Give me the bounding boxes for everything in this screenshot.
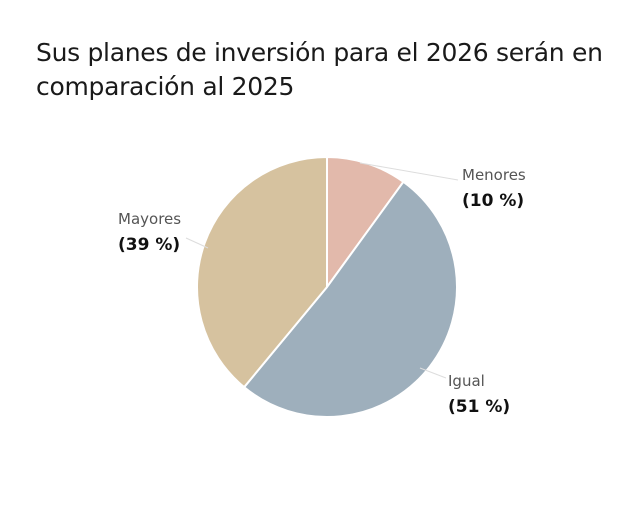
slice-value-label: (51 %)	[448, 397, 510, 417]
leader-line	[359, 162, 459, 181]
chart-title: Sus planes de inversión para el 2026 ser…	[36, 38, 603, 101]
leader-line	[419, 367, 447, 379]
slice-label: Igual	[448, 372, 485, 390]
pie-slice-mayores	[196, 155, 328, 389]
pie-slice-menores	[326, 155, 405, 291]
slice-value-label: (10 %)	[462, 191, 524, 211]
slice-value-label: (39 %)	[118, 235, 180, 255]
slice-label: Menores	[462, 166, 526, 184]
pie-slice-igual	[242, 180, 458, 418]
slice-label: Mayores	[118, 210, 181, 228]
leader-line	[185, 237, 209, 249]
